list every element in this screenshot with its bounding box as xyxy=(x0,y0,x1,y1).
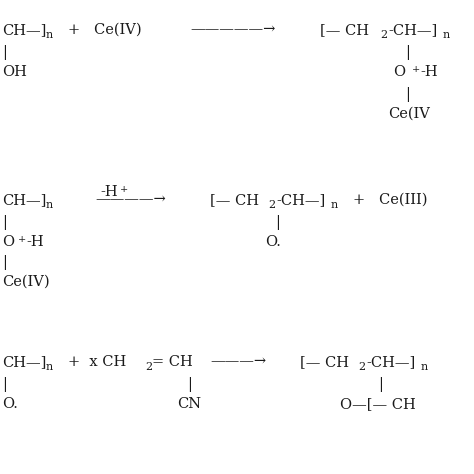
Text: n: n xyxy=(46,362,53,372)
Text: |: | xyxy=(2,45,7,60)
Text: 2: 2 xyxy=(145,362,152,372)
Text: n: n xyxy=(421,362,428,372)
Text: -H: -H xyxy=(26,235,44,249)
Text: [— CH: [— CH xyxy=(300,355,349,369)
Text: -CH—]: -CH—] xyxy=(276,193,325,207)
Text: 2: 2 xyxy=(380,30,387,40)
Text: O.: O. xyxy=(2,397,18,411)
Text: +: + xyxy=(18,235,26,244)
Text: [— CH: [— CH xyxy=(210,193,259,207)
Text: 2: 2 xyxy=(358,362,365,372)
Text: CH—]: CH—] xyxy=(2,23,46,37)
Text: [— CH: [— CH xyxy=(320,23,369,37)
Text: ———→: ———→ xyxy=(210,355,266,369)
Text: +: + xyxy=(120,185,128,194)
Text: Ce(IV: Ce(IV xyxy=(388,107,430,121)
Text: O: O xyxy=(2,235,14,249)
Text: 2: 2 xyxy=(268,200,275,210)
Text: -H: -H xyxy=(420,65,438,79)
Text: +: + xyxy=(412,65,420,74)
Text: Ce(IV): Ce(IV) xyxy=(2,275,50,289)
Text: -CH—]: -CH—] xyxy=(388,23,437,37)
Text: |: | xyxy=(405,45,410,60)
Text: |: | xyxy=(378,377,383,392)
Text: —————→: —————→ xyxy=(190,23,275,37)
Text: +   Ce(III): + Ce(III) xyxy=(353,193,428,207)
Text: CN: CN xyxy=(177,397,201,411)
Text: ————→: ————→ xyxy=(95,193,166,207)
Text: n: n xyxy=(46,200,53,210)
Text: CH—]: CH—] xyxy=(2,355,46,369)
Text: -H: -H xyxy=(100,185,118,199)
Text: CH—]: CH—] xyxy=(2,193,46,207)
Text: n: n xyxy=(331,200,338,210)
Text: |: | xyxy=(405,87,410,102)
Text: |: | xyxy=(2,377,7,392)
Text: |: | xyxy=(2,215,7,230)
Text: n: n xyxy=(443,30,450,40)
Text: -CH—]: -CH—] xyxy=(366,355,415,369)
Text: +  x CH: + x CH xyxy=(68,355,126,369)
Text: O.: O. xyxy=(265,235,281,249)
Text: +   Ce(IV): + Ce(IV) xyxy=(68,23,142,37)
Text: |: | xyxy=(275,215,280,230)
Text: = CH: = CH xyxy=(152,355,193,369)
Text: OH: OH xyxy=(2,65,27,79)
Text: n: n xyxy=(46,30,53,40)
Text: |: | xyxy=(2,255,7,270)
Text: O: O xyxy=(393,65,405,79)
Text: O—[— CH: O—[— CH xyxy=(340,397,416,411)
Text: |: | xyxy=(187,377,192,392)
